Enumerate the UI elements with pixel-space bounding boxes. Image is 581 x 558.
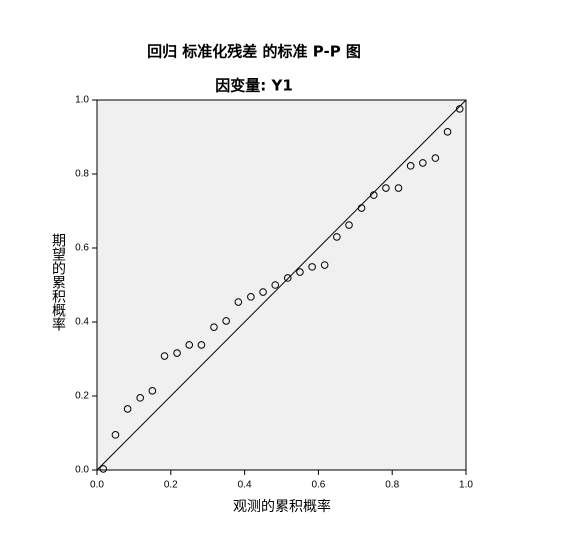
point <box>111 431 120 439</box>
chart-subtitle: 因变量: Y1 <box>215 77 293 95</box>
y-tick-label: 0.0 <box>75 465 89 476</box>
x-tick-label: 0.4 <box>238 480 252 491</box>
point <box>369 191 378 199</box>
point <box>247 293 255 301</box>
point <box>148 387 157 395</box>
point <box>123 405 132 413</box>
y-tick-label: 0.8 <box>75 169 89 180</box>
point <box>345 221 353 229</box>
point <box>259 288 267 296</box>
point <box>320 261 329 269</box>
x-tick-label: 0.6 <box>311 480 325 491</box>
point <box>406 162 415 170</box>
point <box>455 105 464 113</box>
point <box>443 128 452 136</box>
point <box>271 281 280 289</box>
x-tick-label: 1.0 <box>459 480 473 491</box>
x-tick-label: 0.8 <box>385 480 399 491</box>
point <box>382 184 390 192</box>
point <box>333 233 341 241</box>
point <box>197 341 206 349</box>
point <box>296 268 304 276</box>
y-tick-label: 0.2 <box>75 391 89 402</box>
point <box>308 263 316 271</box>
point <box>136 394 144 402</box>
y-tick-label: 1.0 <box>75 95 89 106</box>
point <box>185 341 194 349</box>
point <box>173 349 181 357</box>
point <box>419 159 427 167</box>
y-tick-label: 0.6 <box>75 243 89 254</box>
point <box>394 184 403 192</box>
x-tick-label: 0.0 <box>90 480 104 491</box>
point <box>357 204 366 212</box>
chart-title: 回归 标准化残差 的标准 P-P 图 <box>147 43 361 61</box>
y-axis-label: 期望的累积概率 <box>50 233 66 331</box>
point <box>210 323 218 331</box>
reference-line <box>96 99 467 471</box>
x-tick-label: 0.2 <box>164 480 178 491</box>
y-tick-label: 0.4 <box>75 317 89 328</box>
point <box>222 317 230 325</box>
point <box>234 298 243 306</box>
point <box>283 274 292 282</box>
point <box>160 352 169 360</box>
point <box>431 154 440 162</box>
x-axis-label: 观测的累积概率 <box>233 498 331 515</box>
point <box>99 465 108 473</box>
